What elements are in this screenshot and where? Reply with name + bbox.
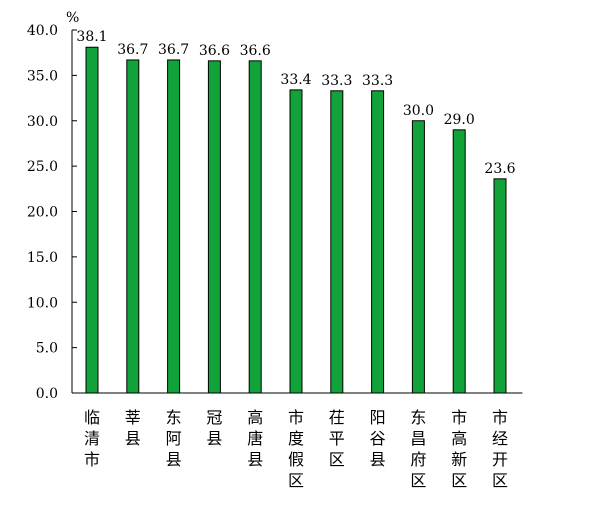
- y-tick-label: 20.0: [27, 205, 58, 221]
- bar: [371, 90, 385, 394]
- bar: [126, 59, 140, 394]
- data-label: 33.3: [321, 73, 352, 89]
- data-label: 33.3: [362, 73, 393, 89]
- category-label: 高唐县: [247, 408, 263, 469]
- category-label: 临清市: [84, 408, 100, 469]
- category-label: 市高新区: [451, 408, 467, 490]
- bar: [85, 46, 99, 394]
- y-tick-label: 30.0: [27, 114, 58, 130]
- bar: [167, 59, 181, 394]
- data-label: 29.0: [444, 112, 475, 128]
- y-tick-label: 25.0: [27, 159, 58, 175]
- data-label: 36.7: [158, 42, 189, 58]
- data-label: 36.6: [199, 43, 230, 59]
- bar: [411, 120, 425, 394]
- category-label: 东昌府区: [410, 408, 426, 490]
- data-label: 33.4: [280, 72, 311, 88]
- data-label: 23.6: [484, 161, 515, 177]
- data-label: 38.1: [76, 29, 107, 45]
- unit-label: %: [66, 10, 79, 26]
- data-label: 36.6: [240, 43, 271, 59]
- data-labels: 38.1 36.7 36.7 36.6 36.6 33.4 33.3 33.3 30.0 29.0…: [76, 29, 515, 177]
- data-label: 30.0: [403, 103, 434, 119]
- category-label: 东阿县: [166, 408, 182, 469]
- bars: [85, 46, 507, 394]
- bar: [452, 129, 466, 394]
- category-label: 市度假区: [288, 408, 304, 490]
- y-tick-label: 40.0: [27, 23, 58, 39]
- bar: [493, 178, 507, 394]
- category-label: 阳谷县: [370, 408, 386, 469]
- category-label: 冠县: [206, 408, 222, 448]
- category-label: 莘县: [125, 408, 141, 448]
- data-label: 36.7: [117, 42, 148, 58]
- bar: [248, 60, 262, 394]
- bar: [289, 89, 303, 394]
- y-tick-label: 0.0: [36, 386, 58, 402]
- category-labels: 临清市 莘县 东阿县 冠县 高唐县 市度假区 茌平区 阳谷县 东昌府区 市高新区 市经开区: [84, 408, 508, 490]
- y-tick-label: 5.0: [36, 341, 58, 357]
- category-label: 茌平区: [329, 408, 345, 469]
- bar: [330, 90, 344, 394]
- y-axis: 0.0 5.0 10.0 15.0 20.0 25.0 30.0 35.0 40.0: [27, 23, 523, 402]
- y-tick-label: 10.0: [27, 295, 58, 311]
- y-tick-label: 15.0: [27, 250, 58, 266]
- category-label: 市经开区: [492, 408, 508, 490]
- bar: [207, 60, 221, 394]
- y-tick-label: 35.0: [27, 68, 58, 84]
